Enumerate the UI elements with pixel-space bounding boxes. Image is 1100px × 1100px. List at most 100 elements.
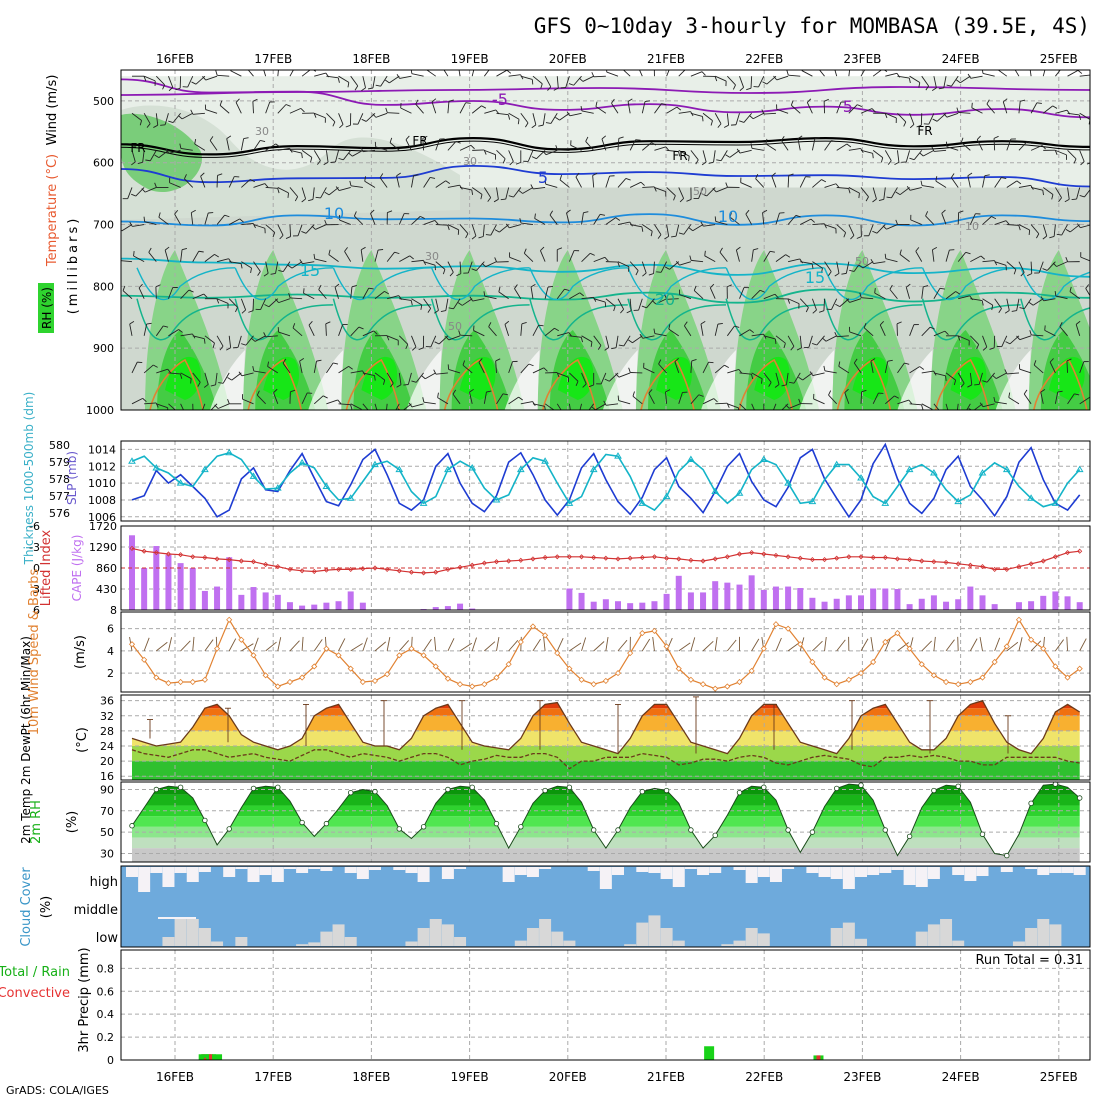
wind-barb-flag xyxy=(599,213,606,216)
wind-barb xyxy=(459,224,469,234)
wind-barb-flag xyxy=(651,142,657,146)
wind-barb xyxy=(1092,113,1099,123)
temp-band-low xyxy=(132,776,1080,780)
wind-barb-flag xyxy=(918,82,921,88)
cloud-high xyxy=(733,867,746,870)
li-marker xyxy=(834,555,840,561)
wind-barb-flag xyxy=(190,378,192,384)
speed-marker xyxy=(359,678,366,686)
wind-barb xyxy=(763,112,776,115)
wind-barb xyxy=(484,295,497,300)
label-cloud-cover: Cloud Cover xyxy=(19,867,34,947)
wind-barb-flag xyxy=(138,283,143,289)
wind-barb xyxy=(632,395,643,405)
wind-barb xyxy=(739,372,752,375)
wind-barb xyxy=(863,327,874,337)
wind-barb xyxy=(129,323,133,336)
tick-label: 577 xyxy=(49,490,70,503)
wind-barb xyxy=(678,149,690,157)
wind-barb-10m xyxy=(860,638,869,652)
rh-line-path xyxy=(131,783,1081,857)
rh-marker xyxy=(226,826,232,832)
wind-barb-flag xyxy=(518,396,523,401)
li-marker xyxy=(190,554,196,560)
wind-barb-flag xyxy=(413,174,419,177)
wind-barb xyxy=(292,327,303,337)
li-marker xyxy=(761,551,767,557)
speed-marker xyxy=(1064,674,1071,681)
wind-barb-flag xyxy=(154,182,157,188)
isotherm-15-wave xyxy=(823,267,923,301)
cloud-high xyxy=(259,867,272,875)
wind-barb xyxy=(1006,224,1019,226)
wind-barb-flag xyxy=(179,143,182,149)
wind-barb xyxy=(180,333,193,337)
wind-barb-flag xyxy=(448,307,454,310)
wind-barb xyxy=(800,218,812,225)
wind-barb-flag xyxy=(1078,114,1082,120)
wind-barb-flag xyxy=(678,232,684,235)
wind-barb-flag xyxy=(686,199,692,202)
wind-barb xyxy=(1030,224,1040,235)
wind-barb xyxy=(423,401,436,405)
wind-barb xyxy=(752,112,765,120)
wind-barb xyxy=(642,335,655,339)
wind-barb-10m xyxy=(434,636,437,651)
wind-barb-flag xyxy=(1004,369,1008,375)
wind-barb-flag xyxy=(585,136,589,142)
wind-barb xyxy=(275,261,279,274)
tick-label: 1000 xyxy=(86,404,114,417)
wind-barb-flag xyxy=(543,367,548,372)
wind-barb xyxy=(573,75,582,86)
wind-barb xyxy=(933,288,941,299)
wind-barb xyxy=(1023,393,1032,405)
wind-barb xyxy=(411,403,424,408)
wind-barb xyxy=(235,102,242,114)
ylabel-millibars: (millibars) xyxy=(66,216,81,315)
wind-barb-flag xyxy=(781,384,787,387)
speed-marker xyxy=(444,675,451,682)
wind-barb xyxy=(925,215,935,225)
wind-barb xyxy=(763,335,776,340)
wind-barb xyxy=(868,224,874,236)
li-marker xyxy=(919,558,925,564)
wind-barb xyxy=(430,335,437,347)
wind-barb-10m xyxy=(1079,638,1087,652)
wind-barb-10m xyxy=(690,637,696,652)
rh-gap xyxy=(406,350,442,410)
cloud-low xyxy=(952,940,965,946)
wind-barb xyxy=(1019,368,1032,374)
li-marker xyxy=(250,559,257,565)
rh-marker xyxy=(809,829,816,835)
wind-barb xyxy=(133,255,145,263)
wind-barb-flag xyxy=(440,310,446,312)
label-thickness: Thickness 1000-500mb (dm) xyxy=(22,392,36,566)
wind-barb xyxy=(678,111,691,114)
wind-barb xyxy=(1061,224,1068,236)
wind-barb xyxy=(326,362,334,374)
wind-barb xyxy=(192,372,201,383)
wind-barb xyxy=(453,298,461,310)
rh-blob xyxy=(121,113,202,192)
cloud-low xyxy=(1012,941,1025,946)
precip-panel: 00.20.40.60.8 Run Total = 0.31 Total / R… xyxy=(0,947,1091,1067)
wind-barb-flag xyxy=(375,84,381,87)
li-marker xyxy=(931,559,937,565)
rh-marker xyxy=(469,784,475,791)
wind-barb-flag xyxy=(870,358,876,362)
wind-barb-flag xyxy=(580,337,583,343)
cape-bar xyxy=(311,604,318,610)
wind-barb-flag xyxy=(155,284,161,288)
wind-barb-flag xyxy=(1063,67,1068,68)
wind-barb xyxy=(751,249,754,262)
wind-barb xyxy=(549,214,558,225)
wind-barb xyxy=(993,138,996,151)
wind-barb-10m xyxy=(386,637,391,651)
wind-barb xyxy=(763,251,771,262)
wind-barb-flag xyxy=(955,291,961,295)
cloud-low xyxy=(563,940,576,946)
wind-barb xyxy=(1092,76,1100,80)
wind-barb-flag xyxy=(906,186,911,191)
